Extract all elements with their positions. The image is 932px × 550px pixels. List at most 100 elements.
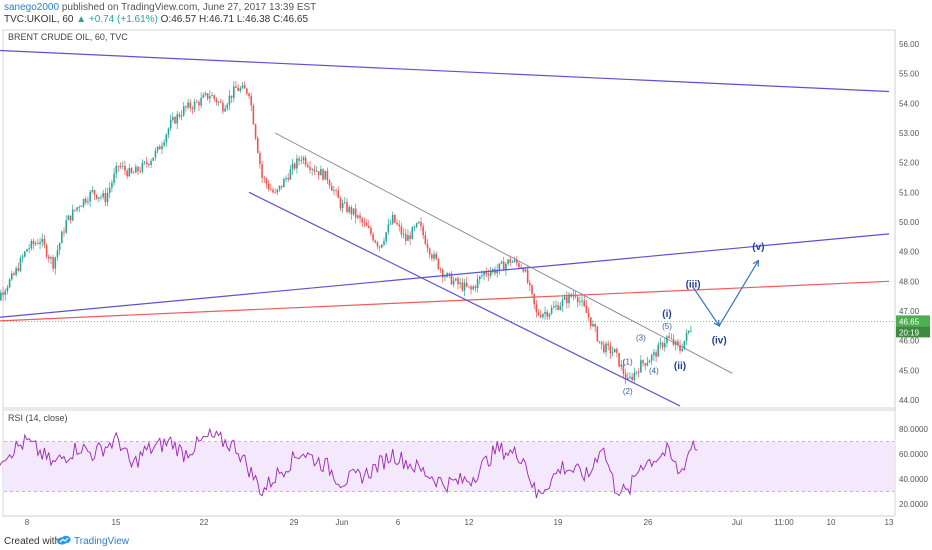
candle-body [404,233,407,241]
time-tick-label: 29 [290,518,299,527]
candle-body [119,166,122,168]
candle-body [252,105,255,125]
candle-body [348,207,350,213]
candle-body [383,241,385,245]
low-value: L:46.38 [236,14,271,25]
candle-body [557,305,559,310]
candle-body [95,194,98,199]
candle-body [672,338,675,345]
candle-body [363,222,366,224]
candle-body [300,160,303,161]
candle-body [209,96,211,99]
candle-body [618,352,620,367]
candle-body [616,348,618,353]
candle-body [450,273,453,285]
candle-body [520,267,522,269]
candle-body [272,189,274,193]
candle-body [687,330,690,333]
candle-body [489,271,492,276]
candle-body [344,202,346,204]
candle-body [352,208,355,215]
candle-body [533,293,535,305]
candle-body [428,248,431,255]
candle-body [58,243,61,251]
candle-body [80,205,83,208]
candle-body [289,169,292,180]
candle-body [431,254,433,259]
candle-body [150,160,152,165]
tradingview-link[interactable]: TradingView [56,534,142,548]
candle-body [311,169,313,171]
candle-body [585,305,588,313]
wave-label: (2) [623,387,633,396]
candle-body [26,249,28,252]
candle-body [4,291,7,295]
trendline-long-resistance[interactable] [0,49,890,93]
candle-body [544,311,546,315]
candle-body [474,286,477,289]
candle-body [63,231,65,233]
candle-body [444,276,446,278]
candle-body [529,282,531,286]
candle-body [176,114,178,124]
candle-body [326,170,329,181]
candle-body [206,93,209,99]
time-tick-label: 10 [827,518,836,527]
candle-body [640,360,642,373]
candle-body [603,344,605,353]
chart-canvas[interactable]: BRENT CRUDE OIL, 60, TVC RSI (14, close)… [0,0,932,532]
candle-body [435,253,438,259]
candle-body [470,286,472,290]
candle-body [82,198,85,206]
candle-body [172,116,174,121]
created-with-text: Created with [4,536,61,547]
candle-body [56,250,59,258]
tradingview-brand: TradingView [74,536,130,547]
close-value: C:46.65 [273,14,309,25]
candle-body [34,243,37,245]
candle-body [267,183,270,189]
candle-body [661,342,664,348]
candle-body [0,292,2,301]
candle-body [594,324,596,327]
candle-body [28,248,30,250]
candle-body [644,363,647,366]
rsi-tick-label: 80.0000 [899,425,928,434]
time-tick-label: 19 [554,518,563,527]
candle-body [485,271,488,275]
candle-body [317,171,320,176]
candle-body [265,178,268,184]
trendline-channel-lower[interactable] [248,191,681,407]
candle-body [91,190,94,192]
price-tick-label: 46.00 [899,337,920,346]
price-tick-label: 55.00 [899,70,920,79]
candle-body [158,146,161,150]
candle-body [156,146,159,151]
candle-body [622,364,625,374]
candle-body [433,253,435,259]
candle-body [357,215,359,218]
candle-body [283,179,285,188]
candle-body [400,226,403,235]
candle-body [561,299,564,307]
trendline-long-support[interactable] [0,233,890,319]
candle-body [263,177,266,179]
time-tick-label: 26 [644,518,653,527]
time-tick-label: Jun [336,518,349,527]
candle-body [463,282,466,291]
candle-body [67,215,70,221]
username-link[interactable]: sanego2000 [4,2,60,13]
candle-body [108,187,111,193]
candle-body [69,215,72,221]
candle-body [24,251,26,257]
candle-body [141,162,144,172]
projection-path[interactable] [692,260,759,327]
candle-body [409,235,411,240]
candle-body [413,226,416,228]
high-value: H:46.71 [199,14,235,25]
candle-body [115,165,118,174]
trendline-channel-upper[interactable] [274,132,733,374]
candle-body [631,376,633,380]
candle-body [624,373,627,380]
trendline-red-line[interactable] [0,280,890,322]
